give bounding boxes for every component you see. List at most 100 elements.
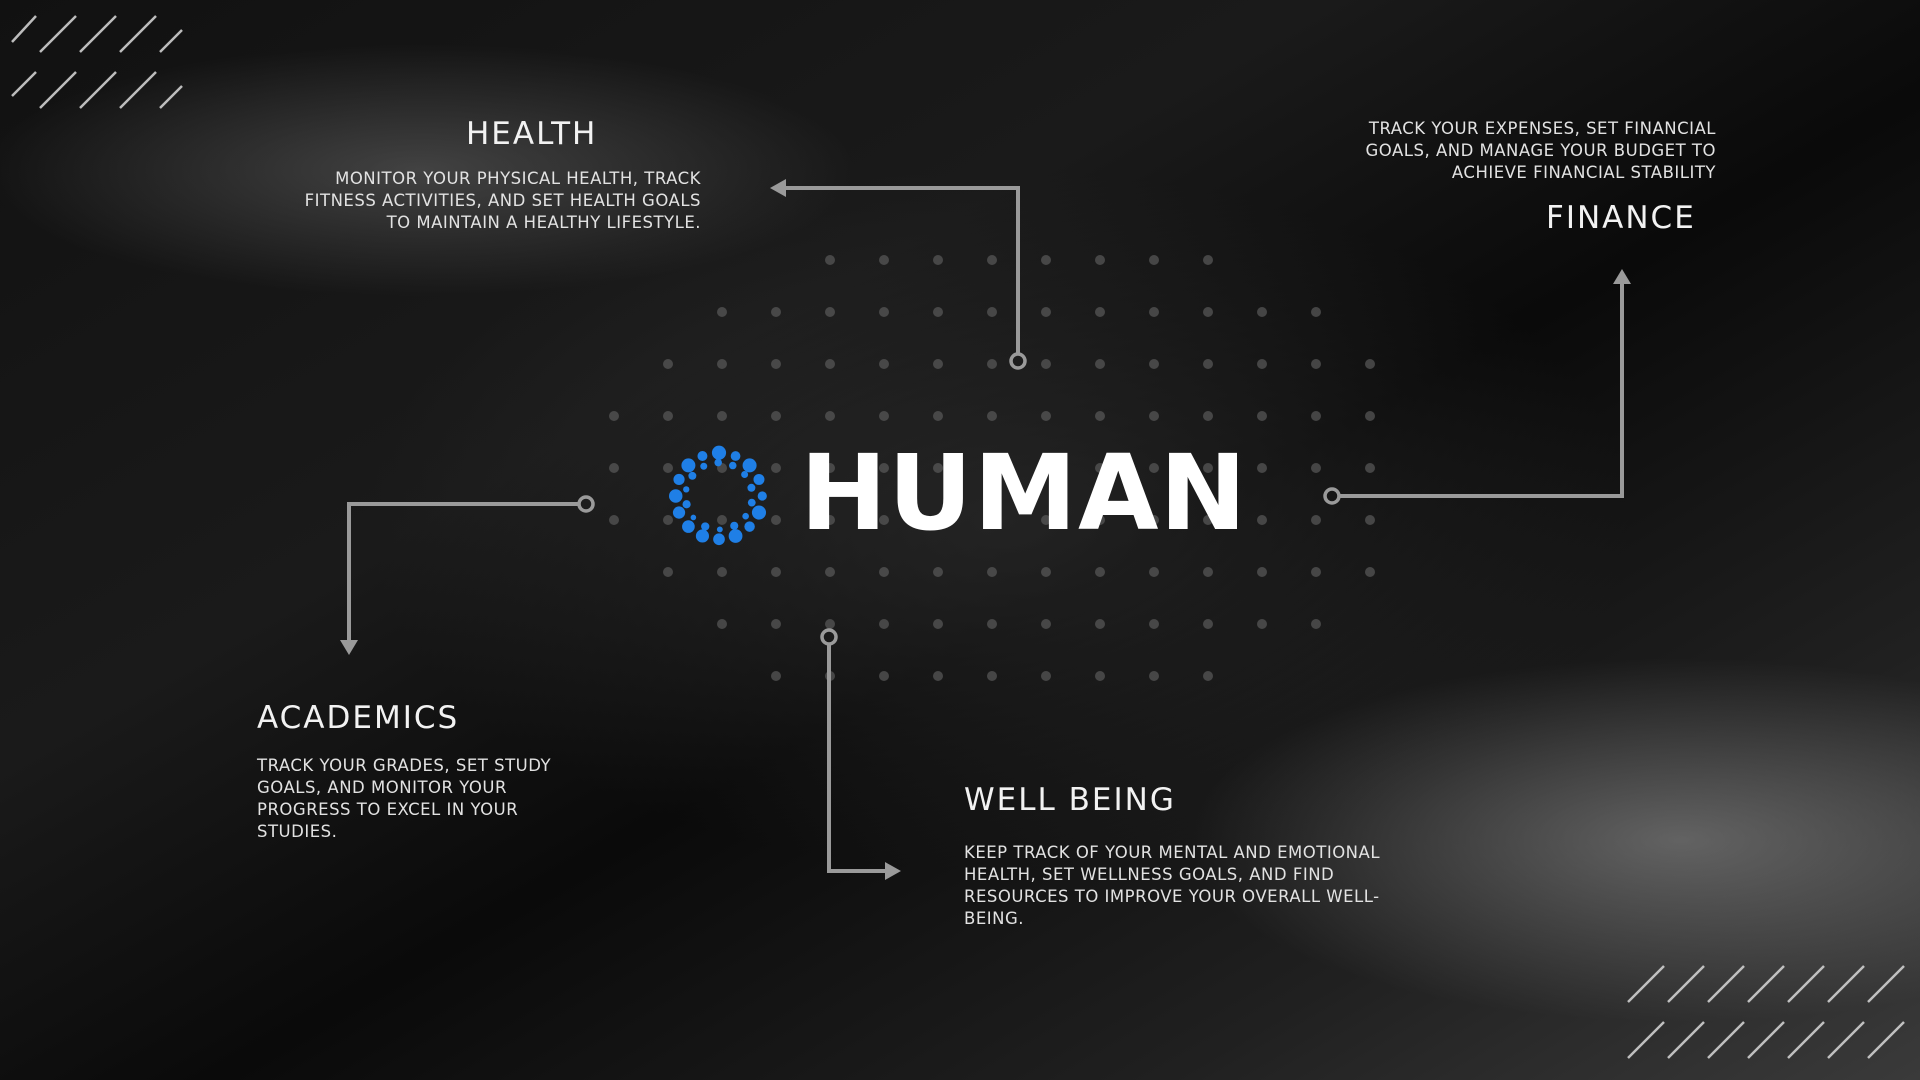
grid-dot — [987, 411, 997, 421]
grid-dot — [663, 463, 673, 473]
logo-dot — [753, 473, 765, 485]
grid-dot — [1257, 463, 1267, 473]
grid-dot — [1365, 515, 1375, 525]
grid-dot — [1041, 567, 1051, 577]
grid-dot — [879, 463, 889, 473]
grid-dot — [609, 463, 619, 473]
grid-dot — [1257, 515, 1267, 525]
grid-dot — [1365, 411, 1375, 421]
grid-dot — [1203, 567, 1213, 577]
node-title-finance: FINANCE — [1546, 200, 1696, 236]
grid-dot — [933, 671, 943, 681]
hatch-decoration-bottom-right — [1627, 965, 1905, 1059]
grid-dot — [1041, 619, 1051, 629]
grid-dot — [987, 515, 997, 525]
grid-dot — [1257, 411, 1267, 421]
grid-dot — [825, 619, 835, 629]
logo-dot — [747, 498, 756, 507]
logo-dot — [714, 458, 722, 467]
brand-name: HUMAN — [800, 432, 1248, 554]
grid-dot — [1149, 307, 1159, 317]
grid-dot — [717, 515, 727, 525]
grid-dot — [1149, 463, 1159, 473]
grid-dot — [1203, 411, 1213, 421]
grid-dot — [1311, 619, 1321, 629]
grid-dot — [987, 567, 997, 577]
grid-dot — [771, 567, 781, 577]
logo-dot — [747, 483, 756, 492]
node-description-academics: TRACK YOUR GRADES, SET STUDY GOALS, AND … — [257, 756, 552, 841]
grid-dot — [825, 307, 835, 317]
grid-dot — [771, 671, 781, 681]
grid-dot — [771, 515, 781, 525]
grid-dot — [1203, 255, 1213, 265]
grid-dot — [717, 359, 727, 369]
grid-dot — [771, 411, 781, 421]
grid-dot — [1095, 619, 1105, 629]
node-description-finance: TRACK YOUR EXPENSES, SET FINANCIAL GOALS… — [1365, 119, 1716, 182]
node-description-health: MONITOR YOUR PHYSICAL HEALTH, TRACK FITN… — [304, 169, 701, 232]
grid-dot — [879, 359, 889, 369]
logo-dot — [668, 489, 683, 503]
grid-dot — [879, 515, 889, 525]
grid-dot — [825, 359, 835, 369]
connector-health — [770, 179, 1027, 370]
dot-grid-decoration — [609, 255, 1375, 681]
node-title-academics: ACADEMICS — [257, 700, 460, 736]
grid-dot — [717, 411, 727, 421]
connector-finance — [1323, 269, 1631, 505]
grid-dot — [933, 411, 943, 421]
grid-dot — [717, 307, 727, 317]
logo-dot — [729, 461, 737, 470]
grid-dot — [1041, 463, 1051, 473]
node-description-wellbeing: KEEP TRACK OF YOUR MENTAL AND EMOTIONAL … — [964, 843, 1381, 928]
grid-dot — [1311, 515, 1321, 525]
grid-dot — [1149, 359, 1159, 369]
grid-dot — [663, 567, 673, 577]
grid-dot — [825, 463, 835, 473]
logo-dot — [741, 471, 749, 479]
grid-dot — [1257, 307, 1267, 317]
grid-dot — [879, 411, 889, 421]
grid-dot — [1203, 619, 1213, 629]
grid-dot — [1365, 359, 1375, 369]
logo-dot — [672, 506, 686, 519]
grid-dot — [879, 567, 889, 577]
grid-dot — [771, 307, 781, 317]
grid-dot — [987, 359, 997, 369]
grid-dot — [717, 567, 727, 577]
grid-dot — [987, 671, 997, 681]
grid-dot — [1311, 463, 1321, 473]
grid-dot — [1149, 567, 1159, 577]
grid-dot — [933, 255, 943, 265]
grid-dot — [1095, 463, 1105, 473]
logo-dot — [701, 522, 710, 531]
logo-dot — [730, 521, 739, 530]
grid-dot — [825, 255, 835, 265]
grid-dot — [1095, 255, 1105, 265]
grid-dot — [1041, 255, 1051, 265]
grid-dot — [825, 515, 835, 525]
grid-dot — [933, 515, 943, 525]
grid-dot — [1311, 567, 1321, 577]
grid-dot — [1095, 359, 1105, 369]
grid-dot — [1095, 671, 1105, 681]
grid-dot — [1257, 359, 1267, 369]
grid-dot — [717, 619, 727, 629]
logo-dot — [711, 445, 727, 460]
grid-dot — [933, 567, 943, 577]
grid-dot — [663, 411, 673, 421]
logo-dot — [683, 486, 690, 493]
logo-dot — [716, 526, 723, 533]
logo-dot — [690, 514, 697, 521]
grid-dot — [1041, 307, 1051, 317]
node-title-wellbeing: WELL BEING — [964, 782, 1176, 818]
grid-dot — [825, 567, 835, 577]
grid-dot — [1041, 671, 1051, 681]
grid-dot — [1203, 671, 1213, 681]
grid-dot — [609, 411, 619, 421]
grid-dot — [987, 307, 997, 317]
logo-dot — [697, 451, 708, 462]
grid-dot — [1095, 515, 1105, 525]
